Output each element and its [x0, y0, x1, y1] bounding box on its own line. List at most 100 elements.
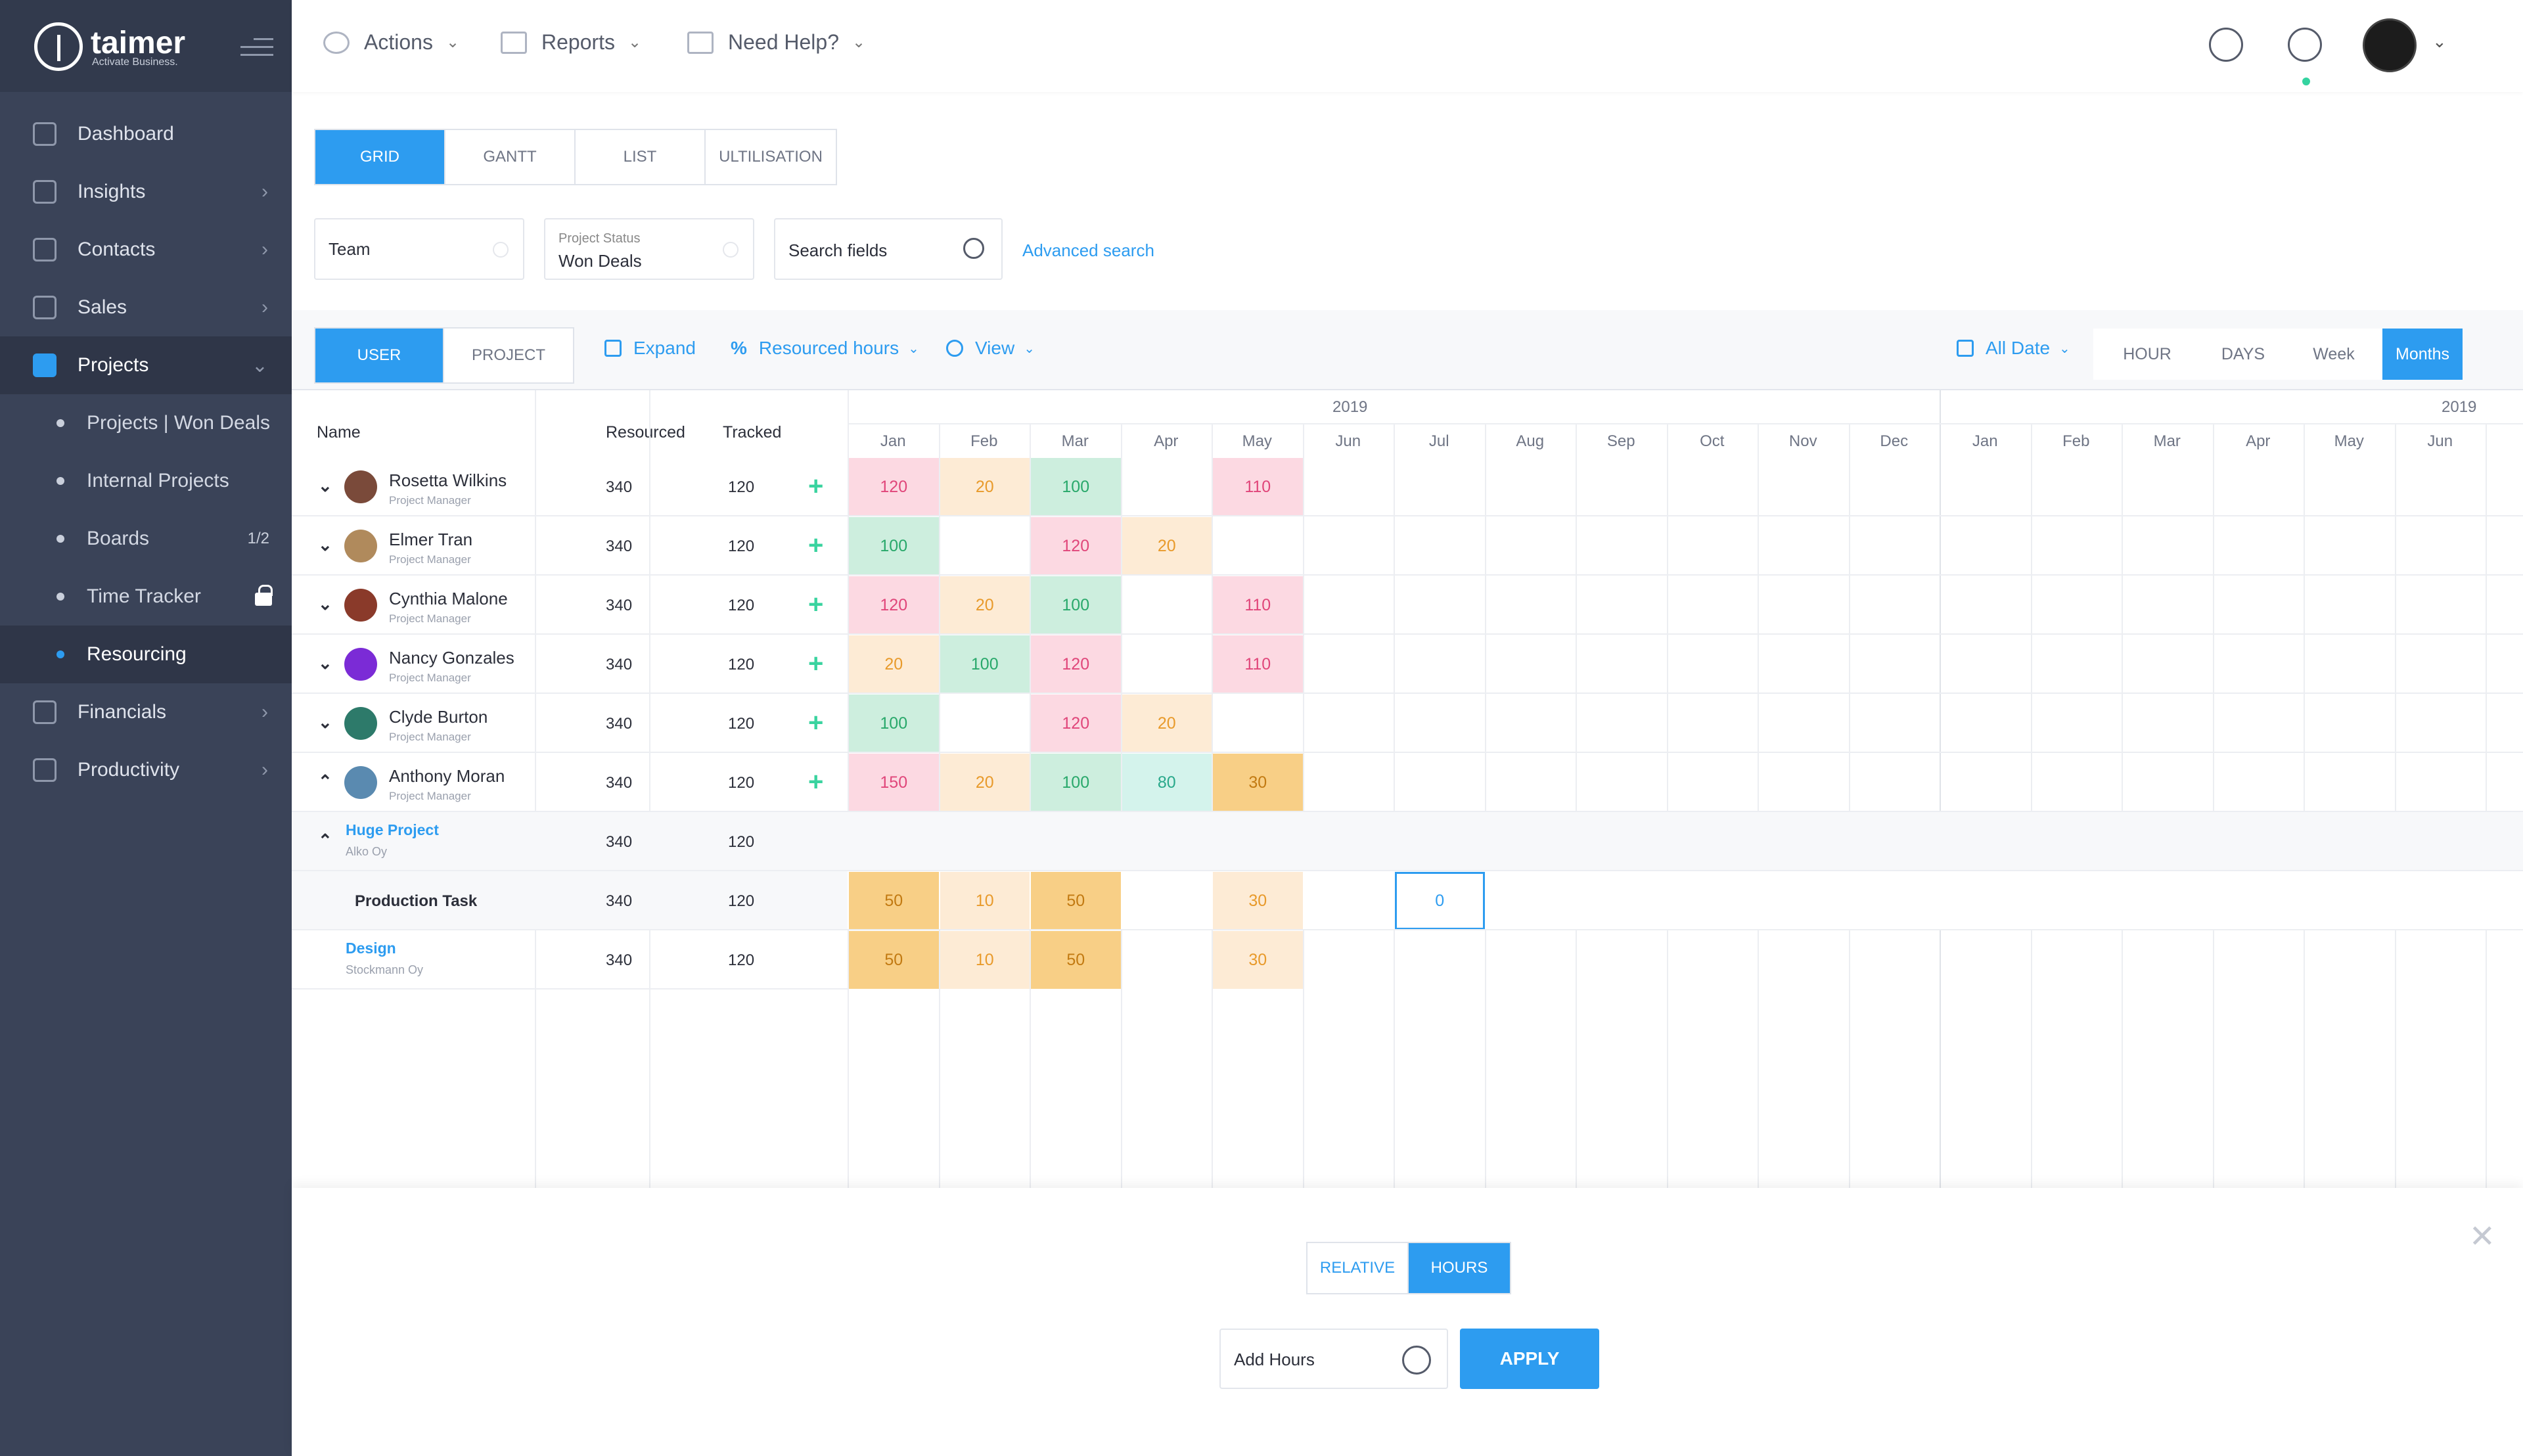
help-menu[interactable]: Need Help? ⌄	[687, 30, 865, 55]
allocation-cell[interactable]: 100	[849, 694, 939, 752]
allocation-cell[interactable]: 30	[1213, 872, 1303, 930]
allocation-cell[interactable]: 50	[1031, 931, 1121, 989]
table-row[interactable]: ⌃ Anthony Moran Project Manager 340 120 +150 2…	[292, 753, 2523, 812]
allocation-cell[interactable]: 20	[849, 635, 939, 693]
team-filter[interactable]: Team	[314, 218, 524, 280]
allocation-cell[interactable]: 20	[940, 576, 1030, 634]
tab-grid[interactable]: GRID	[315, 130, 445, 184]
sidebar-item-financials[interactable]: Financials ›	[0, 683, 292, 741]
chat-button[interactable]	[2288, 28, 2322, 85]
allocation-cell[interactable]: 30	[1213, 931, 1303, 989]
design-name[interactable]: Design	[346, 940, 396, 957]
task-row[interactable]: Production Task 340 120 50 10 50 30 0	[292, 871, 2523, 930]
sidebar-subitem-boards[interactable]: Boards 1/2	[0, 510, 292, 568]
sidebar-subitem-projects-won-deals[interactable]: Projects | Won Deals	[0, 394, 292, 452]
table-row[interactable]: ⌄ Clyde Burton Project Manager 340 120 +100 12…	[292, 694, 2523, 753]
advanced-search-link[interactable]: Advanced search	[1022, 240, 1154, 260]
sidebar-item-contacts[interactable]: Contacts ›	[0, 221, 292, 279]
allocation-cell[interactable]: 20	[940, 754, 1030, 811]
actions-menu[interactable]: Actions ⌄	[323, 30, 459, 55]
sidebar-item-productivity[interactable]: Productivity ›	[0, 741, 292, 799]
add-hours-input[interactable]: Add Hours	[1219, 1329, 1448, 1389]
sidebar-subitem-resourcing[interactable]: Resourcing	[0, 626, 292, 683]
chevron-down-icon[interactable]: ⌄	[2432, 32, 2447, 51]
project-status-filter[interactable]: Project Status Won Deals	[544, 218, 754, 280]
tab-project[interactable]: PROJECT	[444, 329, 573, 382]
allocation-cell[interactable]: 100	[1031, 576, 1121, 634]
tab-week[interactable]: Week	[2313, 344, 2355, 363]
sidebar-item-projects[interactable]: Projects ⌄	[0, 336, 292, 394]
sidebar-item-dashboard[interactable]: Dashboard	[0, 105, 292, 163]
reports-menu[interactable]: Reports ⌄	[501, 30, 641, 55]
allocation-cell[interactable]: 100	[940, 635, 1030, 693]
menu-toggle-icon[interactable]	[240, 38, 273, 59]
sidebar-item-sales[interactable]: Sales ›	[0, 279, 292, 336]
allocation-cell[interactable]: 120	[1031, 517, 1121, 575]
tab-user[interactable]: USER	[315, 329, 444, 382]
allocation-cell[interactable]: 110	[1213, 635, 1303, 693]
table-row[interactable]: ⌄ Nancy Gonzales Project Manager 340 120 +20 1…	[292, 635, 2523, 694]
tab-gantt[interactable]: GANTT	[445, 130, 576, 184]
tab-list[interactable]: LIST	[576, 130, 706, 184]
chevron-down-icon[interactable]: ⌄	[318, 653, 332, 673]
allocation-cell[interactable]: 10	[940, 931, 1030, 989]
chevron-down-icon[interactable]: ⌄	[318, 535, 332, 555]
table-row[interactable]: ⌄ Cynthia Malone Project Manager 340 120 +120…	[292, 576, 2523, 635]
add-allocation-icon[interactable]: +	[808, 767, 824, 796]
sidebar-subitem-internal-projects[interactable]: Internal Projects	[0, 452, 292, 510]
tab-utilisation[interactable]: ULTILISATION	[719, 148, 823, 166]
allocation-cell[interactable]: 20	[940, 458, 1030, 516]
apply-button[interactable]: APPLY	[1460, 1329, 1599, 1389]
table-row[interactable]: ⌄ Rosetta Wilkins Project Manager 340 120 +12…	[292, 457, 2523, 516]
sidebar-nav: Dashboard Insights › Contacts › Sales › …	[0, 105, 292, 799]
allocation-cell[interactable]: 110	[1213, 458, 1303, 516]
view-dropdown[interactable]: View ⌄	[946, 338, 1035, 359]
add-allocation-icon[interactable]: +	[808, 531, 824, 560]
resourced-hours-dropdown[interactable]: % Resourced hours ⌄	[731, 338, 919, 359]
chevron-up-icon[interactable]: ⌃	[318, 830, 332, 850]
expand-button[interactable]: Expand	[604, 338, 696, 359]
selected-cell[interactable]: 0	[1395, 872, 1485, 930]
allocation-cell[interactable]: 120	[1031, 694, 1121, 752]
close-icon[interactable]: ✕	[2468, 1219, 2495, 1254]
search-input[interactable]: Search fields	[774, 218, 1003, 280]
user-menu[interactable]	[2363, 18, 2417, 72]
chevron-down-icon[interactable]: ⌄	[318, 476, 332, 495]
allocation-cell[interactable]: 150	[849, 754, 939, 811]
allocation-cell[interactable]: 10	[940, 872, 1030, 930]
allocation-cell[interactable]: 100	[849, 517, 939, 575]
project-name[interactable]: Huge Project	[346, 821, 439, 838]
chevron-down-icon[interactable]: ⌄	[318, 712, 332, 732]
allocation-cell[interactable]: 100	[1031, 754, 1121, 811]
allocation-cell[interactable]: 50	[849, 872, 939, 930]
tab-hour[interactable]: HOUR	[2123, 344, 2171, 363]
allocation-cell[interactable]: 50	[1031, 872, 1121, 930]
toggle-relative[interactable]: RELATIVE	[1307, 1243, 1409, 1293]
all-date-dropdown[interactable]: All Date ⌄	[1957, 338, 2070, 359]
sidebar-subitem-time-tracker[interactable]: Time Tracker	[0, 568, 292, 626]
allocation-cell[interactable]: 50	[849, 931, 939, 989]
add-allocation-icon[interactable]: +	[808, 708, 824, 737]
tab-days[interactable]: DAYS	[2221, 344, 2265, 363]
table-row[interactable]: ⌄ Elmer Tran Project Manager 340 120 +100 120 2…	[292, 516, 2523, 576]
tab-months[interactable]: Months	[2382, 329, 2463, 380]
allocation-cell[interactable]: 120	[849, 458, 939, 516]
chevron-up-icon[interactable]: ⌃	[318, 771, 332, 791]
add-allocation-icon[interactable]: +	[808, 590, 824, 619]
allocation-cell[interactable]: 120	[1031, 635, 1121, 693]
allocation-cell[interactable]: 20	[1122, 517, 1212, 575]
toggle-hours[interactable]: HOURS	[1409, 1243, 1510, 1293]
add-allocation-icon[interactable]: +	[808, 472, 824, 501]
design-row[interactable]: Design Stockmann Oy 340 120 50 10 50 30	[292, 930, 2523, 990]
timer-button[interactable]	[2209, 28, 2243, 62]
project-row[interactable]: ⌃ Huge Project Alko Oy 340 120	[292, 812, 2523, 871]
allocation-cell[interactable]: 100	[1031, 458, 1121, 516]
allocation-cell[interactable]: 30	[1213, 754, 1303, 811]
sidebar-item-insights[interactable]: Insights ›	[0, 163, 292, 221]
allocation-cell[interactable]: 20	[1122, 694, 1212, 752]
allocation-cell[interactable]: 120	[849, 576, 939, 634]
add-allocation-icon[interactable]: +	[808, 649, 824, 678]
chevron-down-icon[interactable]: ⌄	[318, 594, 332, 614]
allocation-cell[interactable]: 80	[1122, 754, 1212, 811]
allocation-cell[interactable]: 110	[1213, 576, 1303, 634]
